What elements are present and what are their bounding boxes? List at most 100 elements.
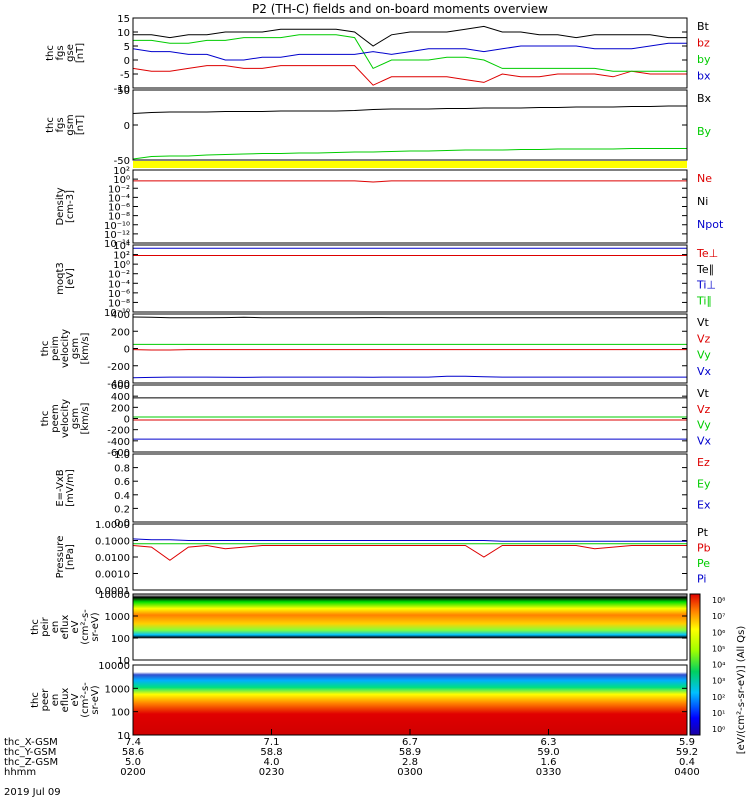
y-tick-label: 10⁰ xyxy=(113,260,130,271)
y-tick-label: 200 xyxy=(111,403,130,414)
series-Bt xyxy=(133,25,687,47)
y-tick-label: 10² xyxy=(113,166,130,177)
panel-frame xyxy=(132,169,688,244)
y-axis-label: fgs xyxy=(55,45,66,60)
y-tick-label: -200 xyxy=(107,362,130,373)
spin-status-bar xyxy=(133,161,687,168)
y-tick-label: 10⁻¹⁰ xyxy=(104,221,130,232)
xaxis-value: 7.1 xyxy=(264,737,280,748)
xaxis-value: 0200 xyxy=(120,767,145,778)
y-tick-label: 10000 xyxy=(98,661,130,672)
y-axis-label: peir xyxy=(40,616,51,636)
y-tick-label: 0.4 xyxy=(114,491,130,502)
xaxis-value: 2.8 xyxy=(402,757,418,768)
colorbar-tick-label: 10⁶ xyxy=(712,628,725,637)
legend-entry: Npot xyxy=(697,218,724,231)
legend-entry: bx xyxy=(697,70,711,83)
y-axis-label: eV xyxy=(70,620,81,633)
y-tick-label: 0.8 xyxy=(114,464,130,475)
xaxis-value: 5.0 xyxy=(125,757,141,768)
y-axis-label: sr-eV) xyxy=(90,685,101,714)
y-tick-label: 10⁻¹⁰ xyxy=(104,308,130,319)
legend-entry: by xyxy=(697,53,711,66)
y-axis-label: gsm xyxy=(70,408,81,429)
legend-entry: Vy xyxy=(697,349,711,362)
xaxis-value: 6.3 xyxy=(541,737,557,748)
y-tick-label: 0 xyxy=(124,121,130,132)
xaxis-value: 58.6 xyxy=(122,747,144,758)
colorbar-tick-label: 10⁸ xyxy=(712,596,725,605)
series-bx xyxy=(132,42,687,61)
y-tick-label: 0 xyxy=(124,415,130,426)
y-tick-label: 0.0 xyxy=(114,518,130,529)
spectrogram-fill xyxy=(133,594,687,660)
legend-entry: Vt xyxy=(697,316,710,329)
panel-peim_velocity: 400 200 0 -200 -400 thc peim velocity gsm [km/s] V… xyxy=(40,310,712,390)
y-axis-label: thc xyxy=(45,117,56,133)
series-Pi xyxy=(132,538,687,542)
y-tick-label: 200 xyxy=(111,327,130,338)
y-axis-label: gsm xyxy=(65,114,76,135)
panel-frame xyxy=(132,593,688,661)
y-axis-label: en xyxy=(50,694,61,707)
y-tick-label: 0.0010 xyxy=(95,570,130,581)
series-Bx xyxy=(132,105,687,114)
y-axis-label: thc xyxy=(30,692,41,708)
panel-peir_en_eflux: 10000 1000 100 10 thc peir en eflux eV (cm²-s-sr-… xyxy=(30,590,688,667)
y-axis-label: E=-VxB xyxy=(55,469,66,506)
y-tick-label: 1000 xyxy=(105,684,130,695)
y-tick-label: -10 xyxy=(114,84,130,95)
y-tick-label: 10 xyxy=(117,28,130,39)
xaxis-value: 0400 xyxy=(674,767,699,778)
panel-frame xyxy=(132,313,688,384)
xaxis-value: 6.7 xyxy=(402,737,418,748)
xaxis-value: 1.6 xyxy=(541,757,557,768)
xaxis-value: 59.2 xyxy=(676,747,698,758)
y-tick-label: -5 xyxy=(120,70,130,81)
legend-entry: By xyxy=(697,125,712,138)
y-axis-label: peer xyxy=(40,688,51,712)
y-tick-label: 400 xyxy=(111,392,130,403)
y-tick-label: -400 xyxy=(107,437,130,448)
colorbar-tick-label: 10³ xyxy=(712,677,725,686)
y-axis-label: [nPa] xyxy=(65,544,76,570)
figure-title: P2 (TH-C) fields and on-board moments ov… xyxy=(252,2,548,16)
xaxis-row-label: hhmm xyxy=(4,767,36,778)
series-Ne xyxy=(133,180,687,183)
legend-entry: Ez xyxy=(697,456,710,469)
y-axis-label: gsm xyxy=(70,338,81,359)
y-tick-label: 10⁻⁴ xyxy=(108,193,130,204)
colorbar-label: [eV/(cm²-s-sr-eV)] (All Qs) xyxy=(736,626,747,755)
y-axis-label: eflux xyxy=(60,615,71,640)
panel-fgs_gsm: 50 0 -50 thc fgs gsm [nT] Bx By xyxy=(45,86,712,167)
y-axis-label: peim xyxy=(50,336,61,361)
spectrogram-fill xyxy=(133,665,687,735)
colorbar-tick-label: 10⁰ xyxy=(712,725,725,734)
y-tick-label: 10⁻⁶ xyxy=(108,289,130,300)
y-axis-label: thc xyxy=(45,45,56,61)
y-axis-label: en xyxy=(50,621,61,634)
panel-frame xyxy=(132,453,688,523)
y-tick-label: -600 xyxy=(107,448,130,459)
legend-entry: Bx xyxy=(697,92,712,105)
legend-entry: Ti∥ xyxy=(696,294,712,307)
y-axis-label: [km/s] xyxy=(80,402,91,434)
colorbar-tick-label: 10² xyxy=(712,693,725,702)
series-Vx xyxy=(132,375,687,379)
xaxis-row-label: thc_Z-GSM xyxy=(4,757,58,768)
legend-entry: Pi xyxy=(697,573,706,586)
legend-entry: bz xyxy=(697,37,710,50)
y-axis-label: thc xyxy=(40,341,51,357)
y-tick-label: -50 xyxy=(114,156,130,167)
y-tick-label: 0.0100 xyxy=(95,553,130,564)
y-axis-label: velocity xyxy=(60,399,71,438)
y-tick-label: 1.0 xyxy=(114,450,130,461)
legend-entry: Ni xyxy=(697,195,708,208)
y-tick-label: 10 xyxy=(117,656,130,667)
y-axis-label: sr-eV) xyxy=(90,612,101,641)
y-axis-label: [mV/m] xyxy=(65,469,76,507)
y-tick-label: -400 xyxy=(107,379,130,390)
